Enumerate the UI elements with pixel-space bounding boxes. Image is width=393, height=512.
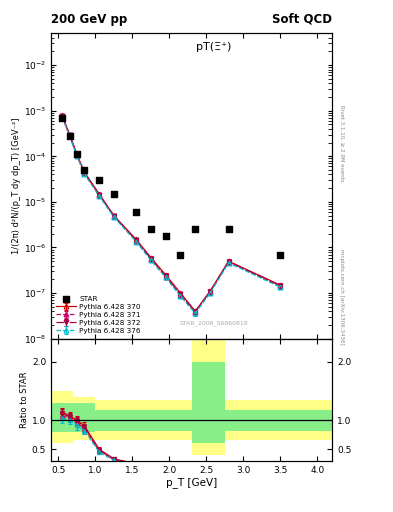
STAR [148, 225, 154, 233]
X-axis label: p_T [GeV]: p_T [GeV] [166, 477, 217, 488]
Legend: STAR, Pythia 6.428 370, Pythia 6.428 371, Pythia 6.428 372, Pythia 6.428 376: STAR, Pythia 6.428 370, Pythia 6.428 371… [55, 294, 142, 335]
STAR [66, 132, 73, 140]
Y-axis label: Ratio to STAR: Ratio to STAR [20, 372, 29, 428]
Text: Soft QCD: Soft QCD [272, 13, 332, 26]
STAR [96, 176, 102, 184]
STAR [226, 225, 232, 233]
Text: Rivet 3.1.10, ≥ 2.9M events: Rivet 3.1.10, ≥ 2.9M events [339, 105, 344, 182]
STAR [177, 250, 184, 259]
STAR [74, 151, 80, 159]
Text: mcplots.cern.ch [arXiv:1306.3436]: mcplots.cern.ch [arXiv:1306.3436] [339, 249, 344, 345]
STAR [163, 232, 169, 240]
STAR [81, 166, 88, 174]
Text: 200 GeV pp: 200 GeV pp [51, 13, 127, 26]
STAR [133, 208, 139, 216]
STAR [111, 190, 117, 198]
Y-axis label: 1/(2π) d²N/(p_T dy dp_T) [GeV⁻²]: 1/(2π) d²N/(p_T dy dp_T) [GeV⁻²] [12, 118, 21, 254]
STAR [59, 114, 65, 122]
STAR [192, 225, 198, 233]
Text: STAR_2006_S6860818: STAR_2006_S6860818 [180, 321, 248, 327]
STAR [277, 250, 283, 259]
Text: pT(Ξ⁺): pT(Ξ⁺) [196, 42, 232, 52]
